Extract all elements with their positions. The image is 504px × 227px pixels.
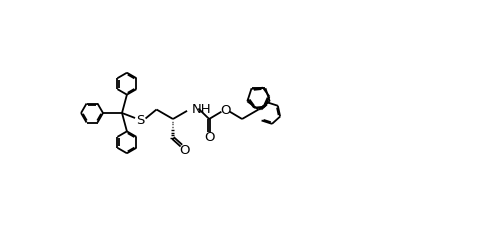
Text: O: O — [179, 143, 190, 156]
Text: O: O — [220, 104, 231, 116]
Text: NH: NH — [192, 102, 211, 115]
Text: O: O — [204, 130, 214, 143]
Text: S: S — [136, 113, 144, 126]
